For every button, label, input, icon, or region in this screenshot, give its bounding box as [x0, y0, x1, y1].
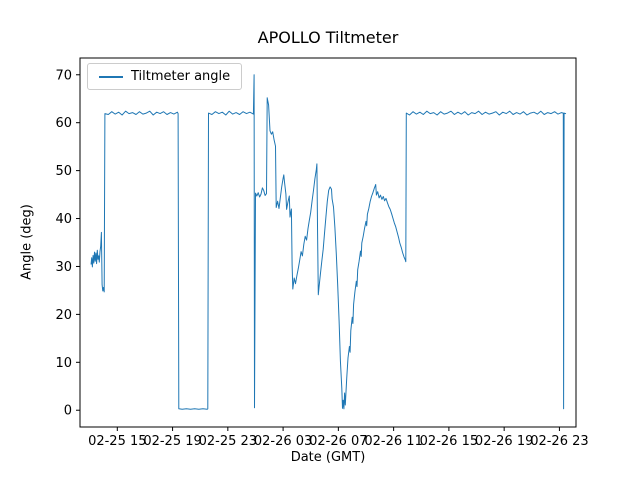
legend: Tiltmeter angle — [87, 63, 243, 90]
x-tick-label: 02-25 19 — [143, 434, 201, 449]
x-tick-label: 02-26 07 — [309, 434, 367, 449]
tiltmeter-angle-line — [90, 74, 567, 410]
y-tick-label: 50 — [55, 164, 72, 179]
y-tick-label: 60 — [55, 116, 72, 131]
x-axis-label: Date (GMT) — [290, 450, 366, 465]
y-tick-label: 70 — [55, 68, 72, 83]
y-tick-label: 40 — [55, 212, 72, 227]
x-tick-label: 02-26 19 — [475, 434, 533, 449]
y-axis-label: Angle (deg) — [19, 204, 35, 280]
axes-frame — [79, 57, 577, 428]
x-tick-label: 02-25 15 — [88, 434, 146, 449]
y-tick-label: 20 — [55, 308, 72, 323]
x-tick-label: 02-26 11 — [364, 434, 422, 449]
x-tick-label: 02-25 23 — [199, 434, 257, 449]
y-tick-label: 30 — [55, 260, 72, 275]
y-tick-label: 10 — [55, 356, 72, 371]
legend-line-sample — [99, 75, 123, 78]
legend-label: Tiltmeter angle — [131, 69, 231, 84]
x-tick-label: 02-26 15 — [420, 434, 478, 449]
x-tick-label: 02-26 23 — [530, 434, 588, 449]
y-tick-label: 0 — [64, 404, 72, 419]
x-tick-label: 02-26 03 — [254, 434, 312, 449]
chart-title: APOLLO Tiltmeter — [257, 28, 399, 47]
